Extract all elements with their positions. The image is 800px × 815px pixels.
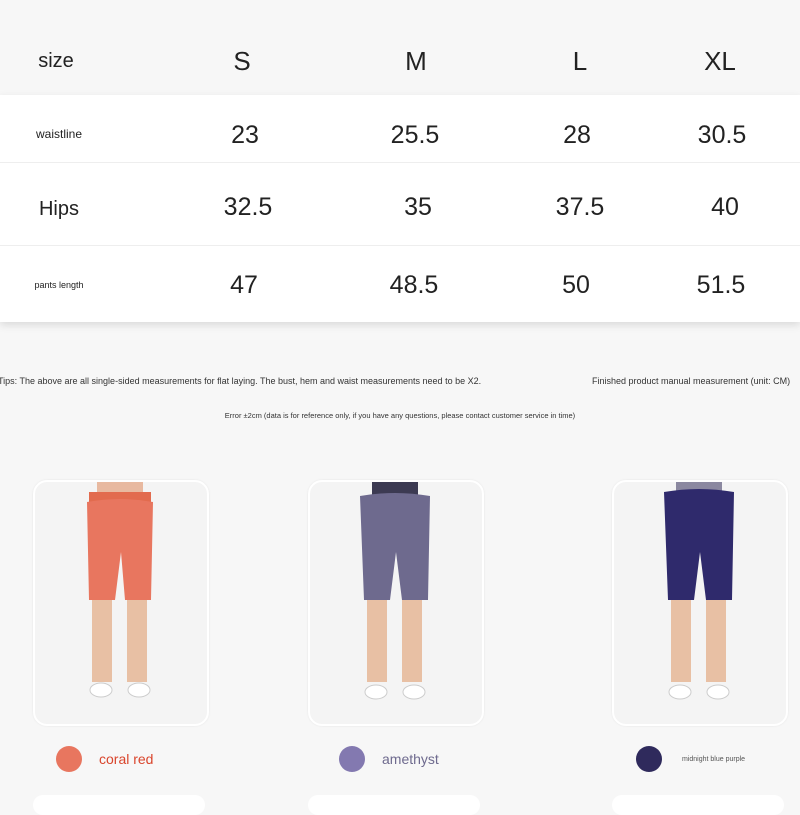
value: 51.5	[696, 271, 746, 299]
value: 30.5	[697, 121, 747, 149]
unit-text: Finished product manual measurement (uni…	[592, 376, 791, 386]
color-name: amethyst	[382, 751, 439, 767]
size-table: waistline 23 25.5 28 30.5 Hips 32.5 35 3…	[0, 95, 800, 322]
value: 28	[563, 121, 591, 149]
value: 48.5	[389, 271, 439, 299]
value: 25.5	[390, 121, 440, 149]
row-label: pants length	[34, 280, 84, 290]
next-product-card	[612, 795, 784, 815]
header-xl: XL	[704, 46, 736, 76]
value: 37.5	[555, 193, 605, 221]
next-product-card	[308, 795, 480, 815]
header-m: M	[405, 46, 427, 76]
value: 40	[711, 193, 739, 221]
value: 35	[404, 193, 432, 221]
product-image-coral-red[interactable]	[33, 480, 209, 726]
size-header-row: size S M L XL	[0, 30, 800, 92]
error-text: Error ±2cm (data is for reference only, …	[224, 411, 576, 420]
shorts-model-image	[664, 482, 734, 700]
value: 50	[562, 271, 590, 299]
header-size: size	[38, 50, 74, 72]
row-label: waistline	[35, 127, 83, 141]
value: 23	[231, 121, 259, 149]
value: 32.5	[223, 193, 273, 221]
color-swatch-midnight-blue-purple[interactable]	[636, 746, 662, 772]
row-label: Hips	[38, 198, 80, 220]
shorts-model-image	[360, 482, 430, 700]
tips-text: Tips: The above are all single-sided mea…	[0, 376, 482, 386]
value: 47	[230, 271, 258, 299]
next-product-card	[33, 795, 205, 815]
product-image-amethyst[interactable]	[308, 480, 484, 726]
header-s: S	[233, 46, 251, 76]
divider	[0, 162, 800, 163]
color-name: midnight blue purple	[682, 756, 746, 763]
product-image-midnight-blue-purple[interactable]	[612, 480, 788, 726]
color-swatch-coral-red[interactable]	[56, 746, 82, 772]
divider	[0, 245, 800, 246]
shorts-model-image	[87, 482, 153, 698]
color-name: coral red	[99, 751, 154, 767]
color-swatch-amethyst[interactable]	[339, 746, 365, 772]
header-l: L	[572, 46, 588, 76]
